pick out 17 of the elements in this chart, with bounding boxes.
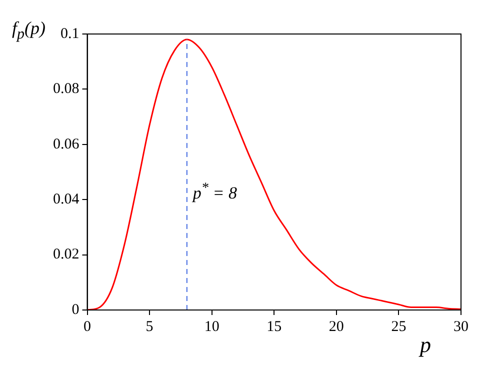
y-tick-label: 0 <box>72 302 80 318</box>
annotation: p$^{*}$ = 8 <box>192 180 237 204</box>
x-tick-label: 25 <box>391 318 406 335</box>
y-tick-label: 0.06 <box>53 136 80 152</box>
x-tick-label: 20 <box>328 318 344 335</box>
y-axis-title: f$_{p}$(p) <box>12 18 46 44</box>
x-tick-label: 30 <box>454 318 468 335</box>
y-tick-label: 0.1 <box>60 26 80 42</box>
x-tick-label: 5 <box>146 318 154 335</box>
y-tick-label: 0.04 <box>53 192 80 208</box>
x-tick-label: 0 <box>84 318 91 335</box>
x-tick-label: 10 <box>204 318 220 335</box>
line-series <box>87 38 461 310</box>
y-tick-label: 0.02 <box>53 246 80 263</box>
y-tick-label: 0.08 <box>53 81 80 98</box>
x-tick-label: 15 <box>266 318 282 335</box>
x-axis-title: p <box>420 332 431 358</box>
